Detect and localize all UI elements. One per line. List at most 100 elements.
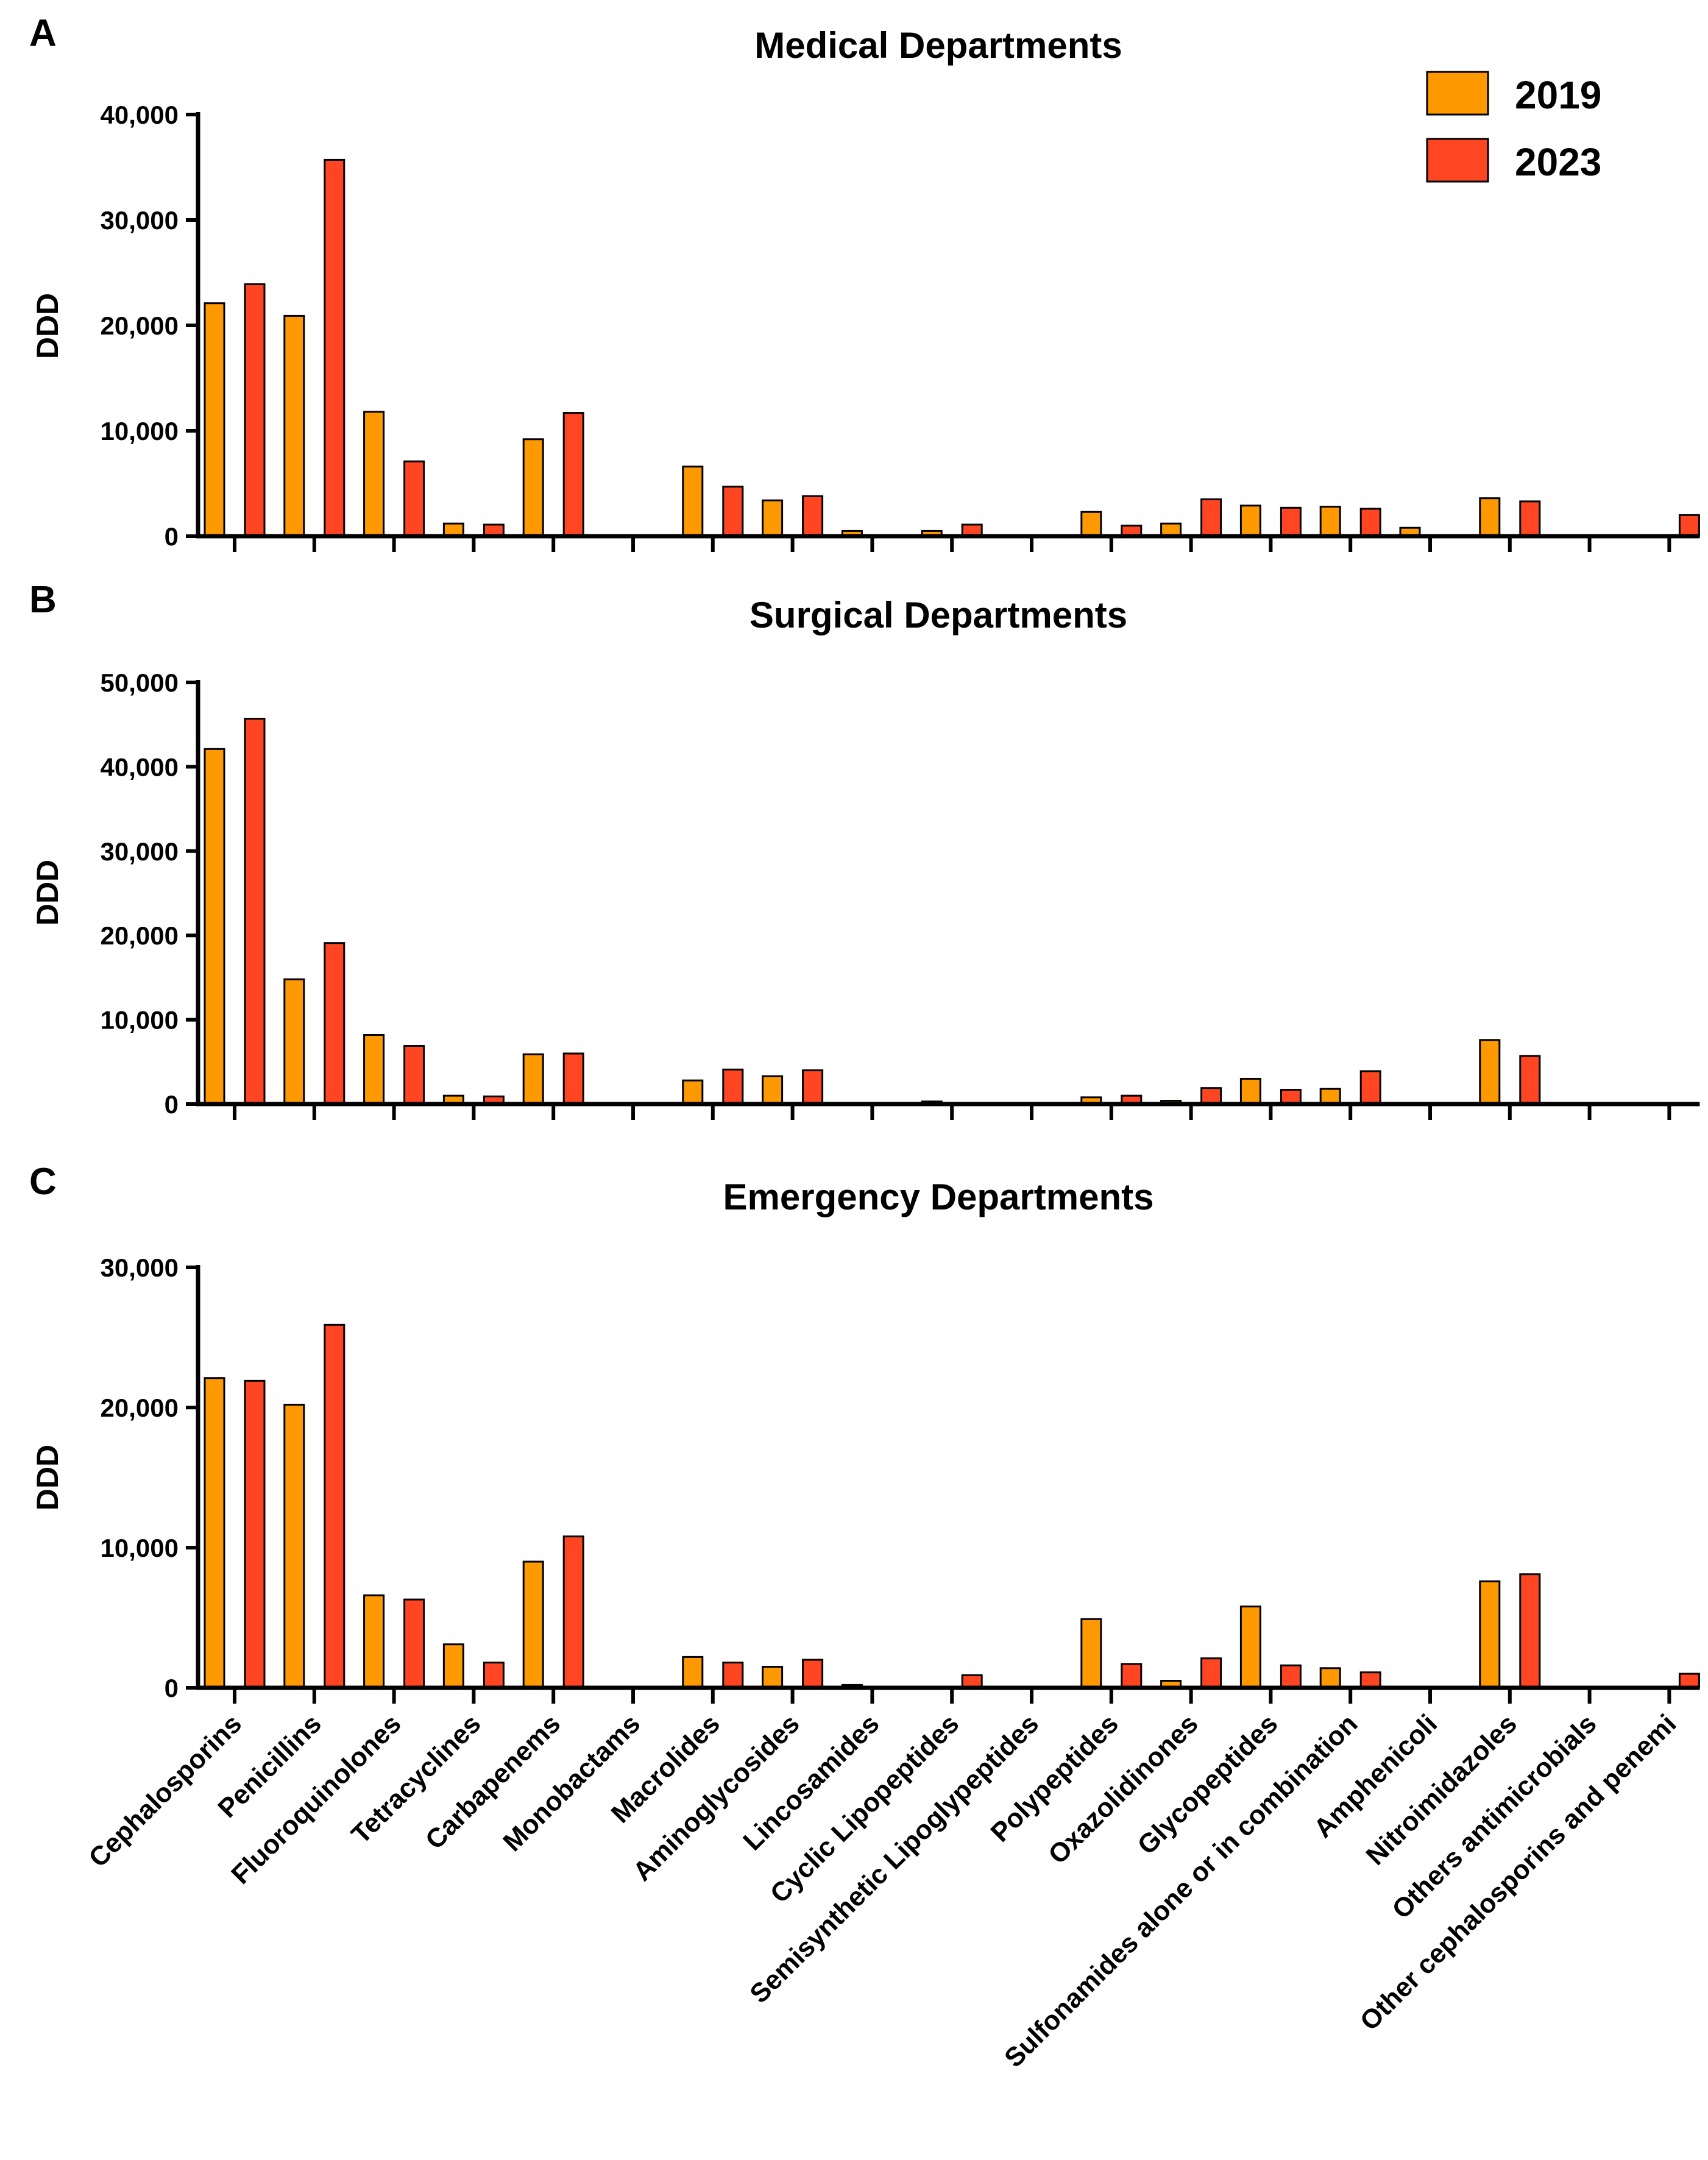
bar-2023-12 [1200, 1657, 1222, 1689]
x-category-label: Carbapenems [420, 1709, 566, 1855]
bar-2019-13 [1239, 1078, 1261, 1105]
bar-2023-11 [1121, 1663, 1143, 1689]
bar-2019-7 [762, 1666, 784, 1689]
bar-2023-1 [324, 158, 345, 537]
x-category-label: Lincosamides [737, 1709, 885, 1856]
y-tick-label: 10,000 [101, 1534, 179, 1562]
panel-letter: B [29, 579, 57, 621]
legend-label-2023: 2023 [1515, 140, 1601, 184]
x-category-label: Oxazolidinones [1043, 1709, 1204, 1870]
bar-2019-0 [204, 1377, 225, 1689]
x-category-label: Monobactams [497, 1709, 646, 1857]
bar-2019-14 [1319, 1088, 1341, 1105]
bar-2019-7 [762, 1075, 784, 1105]
y-axis-label: DDD [30, 293, 65, 359]
bar-2023-13 [1280, 506, 1302, 537]
bar-2019-6 [682, 466, 704, 537]
legend: 2019 2023 [1426, 71, 1601, 184]
bar-2023-0 [244, 718, 266, 1105]
bar-2023-7 [802, 495, 824, 537]
panel-b: B Surgical Departments DDD 0 10,000 20,000 30,… [29, 579, 1700, 1120]
bar-2023-0 [244, 283, 266, 537]
bar-2019-14 [1319, 506, 1341, 537]
bar-2019-16 [1479, 497, 1501, 537]
y-tick-label: 10,000 [101, 1006, 179, 1035]
y-tick-label: 0 [165, 522, 179, 551]
chart-title: Surgical Departments [749, 595, 1127, 636]
bar-2019-11 [1080, 1618, 1102, 1689]
bar-2023-18 [1678, 514, 1700, 537]
y-tick-label: 0 [165, 1674, 179, 1702]
bar-2023-7 [802, 1069, 824, 1105]
legend-swatch-2019 [1426, 71, 1489, 116]
bar-2023-16 [1519, 1573, 1541, 1689]
bar-2019-3 [442, 1643, 464, 1689]
panel-a: A Medical Departments DDD 0 10,000 20,000 30,0… [29, 12, 1700, 552]
chart-panels: A Medical Departments DDD 0 10,000 20,000 30,0… [29, 12, 1700, 2073]
bar-2023-4 [562, 1052, 584, 1105]
bar-2023-4 [562, 412, 584, 537]
bar-2023-13 [1280, 1089, 1302, 1105]
y-tick-label: 40,000 [101, 752, 179, 781]
bar-2023-16 [1519, 1055, 1541, 1105]
y-axis-label: DDD [30, 860, 65, 926]
bar-2023-4 [562, 1535, 584, 1689]
bar-2023-3 [483, 1662, 505, 1689]
bar-2023-6 [722, 486, 744, 537]
y-axis-label: DDD [30, 1445, 65, 1510]
bar-2019-0 [204, 748, 225, 1105]
bar-2019-13 [1239, 505, 1261, 537]
bar-2019-2 [363, 411, 385, 537]
x-category-label: Semisynthetic Lipoglypeptides [744, 1709, 1044, 2009]
bar-2019-6 [682, 1655, 704, 1689]
bar-2019-16 [1479, 1039, 1501, 1105]
y-tick-label: 30,000 [101, 206, 179, 235]
bar-2019-13 [1239, 1606, 1261, 1689]
panel-c: C Emergency Departments DDD 0 10,000 20,000 30… [29, 1161, 1700, 2073]
bar-2023-14 [1359, 1671, 1381, 1689]
y-tick-label: 40,000 [101, 101, 179, 129]
panel-letter: C [29, 1161, 57, 1203]
y-tick-label: 0 [165, 1090, 179, 1119]
bar-2019-14 [1319, 1667, 1341, 1689]
y-tick-label: 20,000 [101, 921, 179, 950]
bar-2019-11 [1080, 511, 1102, 537]
y-tick-label: 20,000 [101, 311, 179, 340]
legend-label-2019: 2019 [1515, 73, 1601, 117]
chart-title: Medical Departments [754, 25, 1122, 66]
bar-2023-14 [1359, 508, 1381, 537]
bar-2023-2 [403, 1045, 425, 1105]
bar-2023-0 [244, 1379, 266, 1689]
bar-2019-1 [283, 1403, 305, 1689]
panel-letter: A [29, 12, 57, 54]
bar-2019-2 [363, 1594, 385, 1689]
bar-2023-1 [324, 942, 345, 1105]
bar-2019-7 [762, 499, 784, 537]
bar-2023-12 [1200, 498, 1222, 537]
bar-2019-6 [682, 1079, 704, 1105]
bar-2019-4 [522, 438, 544, 537]
bar-2019-0 [204, 302, 225, 537]
bar-2023-14 [1359, 1070, 1381, 1105]
legend-swatch-2023 [1426, 138, 1489, 183]
chart-title: Emergency Departments [723, 1177, 1154, 1217]
y-tick-label: 10,000 [101, 417, 179, 445]
bar-2019-1 [283, 978, 305, 1105]
bar-2023-2 [403, 460, 425, 537]
y-tick-label: 30,000 [101, 1253, 179, 1282]
bar-2019-2 [363, 1034, 385, 1105]
bar-2023-16 [1519, 500, 1541, 537]
y-tick-label: 20,000 [101, 1393, 179, 1422]
x-category-label: Cephalosporins [83, 1709, 247, 1873]
bar-2023-6 [722, 1662, 744, 1689]
bar-2019-16 [1479, 1580, 1501, 1689]
bar-2023-7 [802, 1659, 824, 1689]
bar-2023-1 [324, 1323, 345, 1689]
bar-2019-1 [283, 314, 305, 537]
x-category-label: Nitroimidazoles [1361, 1709, 1523, 1871]
bar-2019-4 [522, 1560, 544, 1689]
y-tick-label: 30,000 [101, 837, 179, 866]
bar-2023-12 [1200, 1087, 1222, 1105]
bar-2023-2 [403, 1598, 425, 1689]
